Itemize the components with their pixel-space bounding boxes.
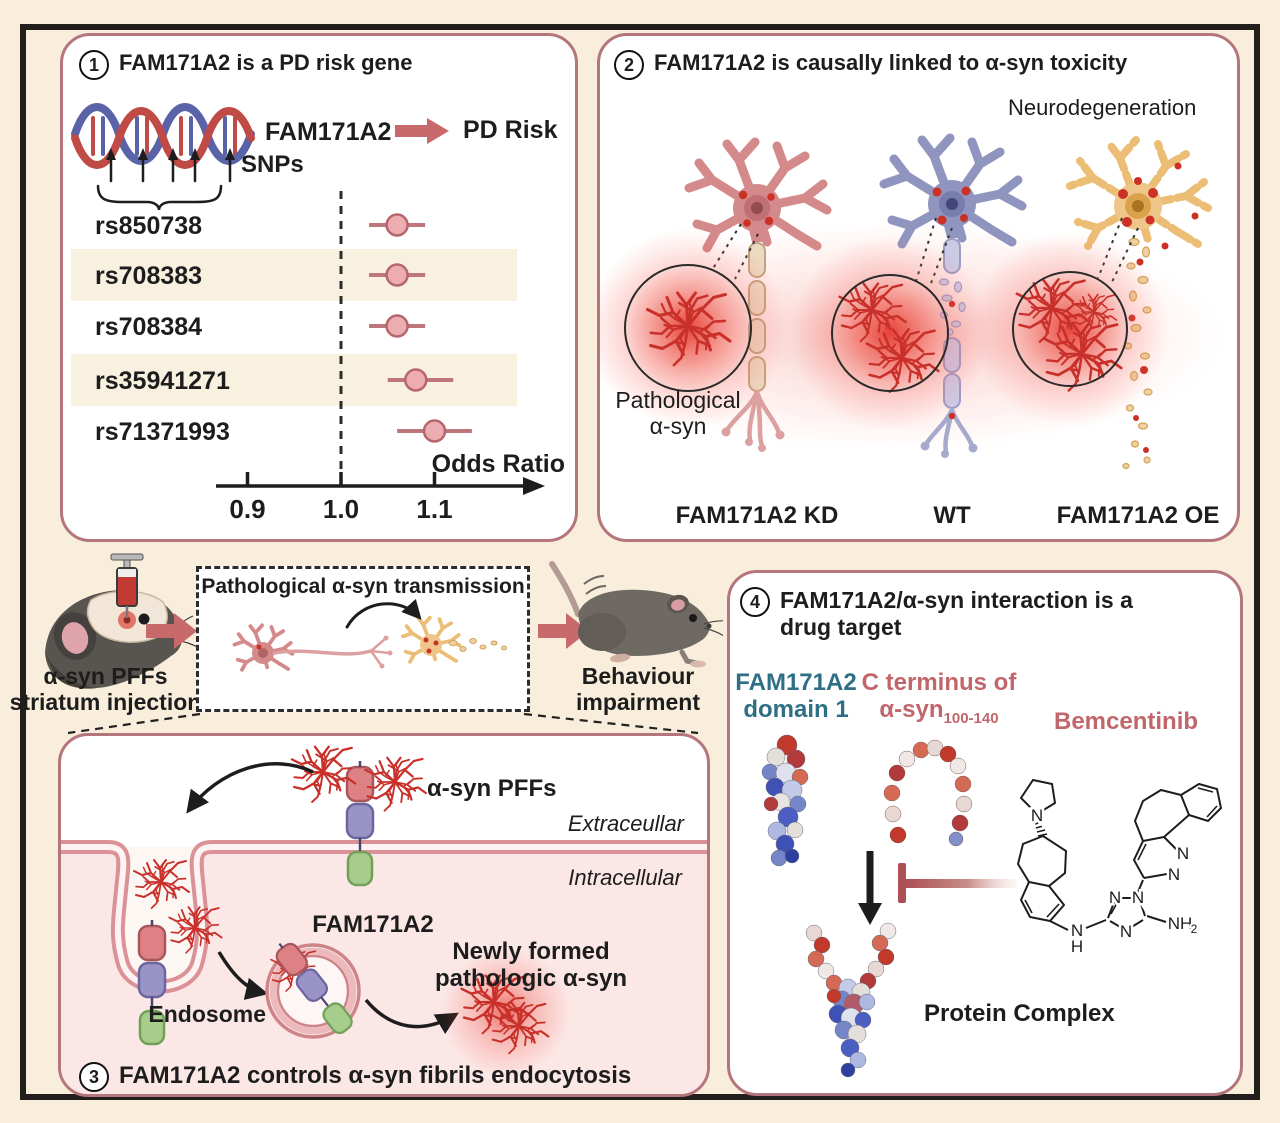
axis-tick-label: 0.9 [229, 494, 265, 524]
protein-complex-label: Protein Complex [924, 1000, 1115, 1027]
snp-row-label: rs850738 [95, 212, 202, 240]
n-atom-label: N [1120, 922, 1132, 941]
panel-1-pd-risk-gene: rs850738 rs708383 rs708384 rs35941271 rs7137… [60, 33, 578, 542]
transmission-title: Pathological α-syn transmission [201, 575, 525, 598]
panel-2-number-badge: 2 [614, 50, 644, 80]
nh2-label: NH [1168, 914, 1193, 933]
panel-4-title: FAM171A2/α-syn interaction is a drug tar… [780, 587, 1133, 640]
protein-cterm-peptide [883, 739, 973, 847]
risk-arrow [395, 118, 449, 144]
snp-arrows [109, 156, 232, 183]
snps-label: SNPs [241, 151, 304, 178]
receptor-label: FAM171A2 [312, 911, 434, 938]
new-aggregate [442, 948, 570, 1076]
n-atom-label: N [1168, 865, 1180, 884]
dna-helix-illustration [71, 103, 255, 211]
transmission-neurons [232, 599, 507, 672]
inset-wt [792, 235, 988, 431]
axis-tick-label: 1.0 [323, 494, 359, 524]
pathological-asyn-label: Pathological α-syn [615, 387, 741, 439]
whiskers [703, 620, 723, 637]
panel-4-number-badge: 4 [740, 587, 770, 617]
panel-3-header: 3 FAM171A2 controls α-syn fibrils endocy… [79, 1062, 631, 1092]
snp-brace [96, 184, 223, 211]
cterm-subscript: 100-140 [943, 709, 999, 727]
panel-2-header: 2 FAM171A2 is causally linked to α-syn t… [614, 50, 1127, 80]
or-point [385, 213, 409, 237]
mouse-eye [138, 613, 150, 625]
neuron-label-wt: WT [933, 502, 971, 529]
or-point [404, 368, 428, 392]
n-atom-label: N [1132, 888, 1144, 907]
risk-label: PD Risk [463, 116, 558, 144]
inset-kd [600, 228, 788, 428]
snp-row-label: rs708384 [95, 313, 202, 341]
snp-row-label: rs35941271 [95, 367, 230, 395]
panel-3-endocytosis: α-syn PFFs Extraceullar Intracellular FA… [58, 733, 710, 1097]
intracellular-label: Intracellular [568, 865, 682, 890]
behaviour-label: Behaviour impairment [576, 663, 700, 715]
bemcentinib-atom-labels: N N H N N N NH 2 N N [1028, 804, 1199, 959]
n-atom-label: N [1071, 921, 1083, 940]
panel-3-number-badge: 3 [79, 1062, 109, 1092]
flow-arrow-1 [146, 613, 197, 649]
domain1-label: FAM171A2 domain 1 [735, 669, 857, 723]
endosome-vesicle [265, 935, 361, 1039]
drug-name-label: Bemcentinib [1054, 708, 1199, 735]
extracellular-label: Extraceullar [567, 811, 684, 836]
panel-2-asyn-toxicity: 2 FAM171A2 is causally linked to α-syn t… [597, 33, 1240, 542]
asyn-dots-kd [738, 190, 775, 227]
protein-domain1 [761, 734, 809, 867]
drug-target-scene: N N H N N N NH 2 N N [761, 734, 1223, 1078]
neuron-label-oe: FAM171A2 OE [1056, 502, 1220, 529]
snp-row-label: rs708383 [95, 262, 202, 290]
endosome-label: Endosome [148, 1001, 266, 1027]
protein-complex [805, 922, 897, 1078]
bemcentinib-structure [1016, 778, 1223, 931]
pffs-label: α-syn PFFs [427, 775, 557, 802]
mouse-eye [689, 614, 697, 622]
n-atom-label: N [1031, 806, 1043, 825]
neuron-scene [600, 36, 1225, 470]
or-point [385, 314, 409, 338]
nh2-sub-label: 2 [1191, 922, 1198, 936]
axis-tick-label: 1.1 [416, 494, 452, 524]
injection-label: α-syn PFFs striatum injection [9, 663, 202, 715]
h-atom-label: H [1071, 937, 1083, 956]
n-atom-label: N [1109, 888, 1121, 907]
newly-formed-label: Newly formed pathologic α-syn [434, 938, 628, 992]
gene-label: FAM171A2 [265, 118, 392, 146]
binding-arrow [858, 851, 882, 925]
asyn-dots-wt [932, 186, 971, 225]
inhibition-bar [898, 863, 1018, 903]
neuron-label-kd: FAM171A2 KD [675, 502, 839, 529]
axis-title: Odds Ratio [432, 450, 565, 478]
mouse-impaired-illustration [549, 561, 723, 668]
asyn-dots-oe [1118, 162, 1199, 250]
snp-row-label: rs71371993 [95, 418, 230, 446]
transfer-arrow [345, 599, 422, 629]
panel-3-title: FAM171A2 controls α-syn fibrils endocyto… [119, 1062, 632, 1089]
n-atom-label: N [1177, 844, 1189, 863]
panel-1-number-badge: 1 [79, 50, 109, 80]
forest-plot: rs850738 rs708383 rs708384 rs35941271 rs7137… [71, 191, 565, 524]
outer-frame [20, 24, 1260, 1100]
or-point [422, 419, 447, 443]
inset-oe [972, 231, 1168, 427]
endocytosis-scene [61, 736, 707, 1094]
motion-arcs [583, 575, 607, 595]
neurodegeneration-label: Neurodegeneration [1008, 95, 1197, 120]
or-point [385, 263, 409, 287]
panel-2-title: FAM171A2 is causally linked to α-syn tox… [654, 50, 1128, 75]
cterm-label: C terminus of α-syn100-140 [861, 669, 1017, 727]
panel-1-title: FAM171A2 is a PD risk gene [119, 50, 413, 75]
transmission-box: Pathological α-syn transmission [196, 566, 530, 712]
axis-arrowhead [523, 477, 545, 495]
mouse-tail [549, 561, 581, 617]
panel-4-header: 4 FAM171A2/α-syn interaction is a drug t… [740, 587, 1133, 641]
panel-4-drug-target: N N H N N N NH 2 N N [727, 570, 1243, 1096]
panel-1-header: 1 FAM171A2 is a PD risk gene [79, 50, 412, 80]
syringe-icon [110, 553, 144, 618]
